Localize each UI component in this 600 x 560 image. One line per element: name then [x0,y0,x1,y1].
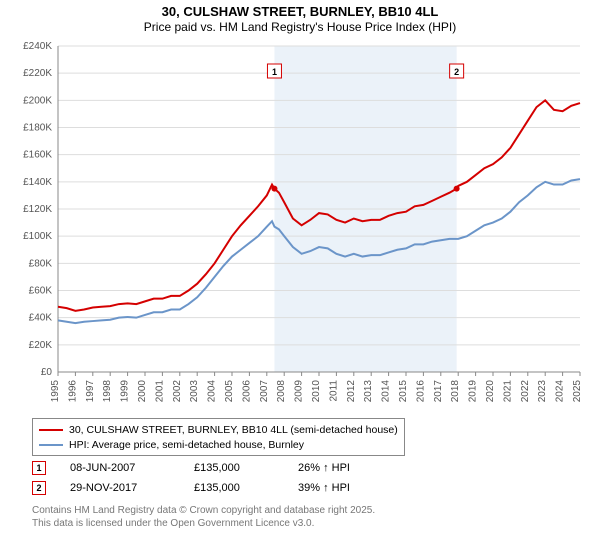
svg-text:£100K: £100K [23,231,52,242]
svg-text:2021: 2021 [502,380,513,403]
svg-text:2011: 2011 [328,380,339,402]
svg-text:2016: 2016 [415,380,426,403]
svg-text:2018: 2018 [450,380,461,403]
svg-text:2025: 2025 [572,380,583,403]
legend-item: HPI: Average price, semi-detached house,… [39,437,398,452]
legend-label: HPI: Average price, semi-detached house,… [69,439,304,451]
svg-text:1995: 1995 [50,380,61,403]
svg-text:£240K: £240K [23,42,52,52]
svg-text:1999: 1999 [120,380,131,403]
footer: Contains HM Land Registry data © Crown c… [32,504,375,530]
svg-text:£200K: £200K [23,95,52,106]
legend-item: 30, CULSHAW STREET, BURNLEY, BB10 4LL (s… [39,422,398,437]
svg-text:2010: 2010 [311,380,322,403]
svg-text:2003: 2003 [189,380,200,403]
title-block: 30, CULSHAW STREET, BURNLEY, BB10 4LL Pr… [0,0,600,34]
footer-line1: Contains HM Land Registry data © Crown c… [32,504,375,517]
svg-text:2006: 2006 [241,380,252,403]
transaction-rows: 1 08-JUN-2007 £135,000 26% ↑ HPI 2 29-NO… [32,458,418,498]
svg-text:£140K: £140K [23,177,52,188]
svg-text:2001: 2001 [154,380,165,403]
row-price: £135,000 [194,482,274,494]
svg-text:£120K: £120K [23,204,52,215]
svg-text:£20K: £20K [29,340,53,351]
svg-text:£80K: £80K [29,258,53,269]
marker-box-icon: 2 [32,481,46,495]
svg-text:£220K: £220K [23,68,52,79]
svg-text:2009: 2009 [294,380,305,403]
svg-text:2012: 2012 [346,380,357,403]
svg-text:2002: 2002 [172,380,183,403]
svg-text:2000: 2000 [137,380,148,403]
svg-text:£180K: £180K [23,123,52,134]
marker-box-icon: 1 [32,461,46,475]
svg-text:2007: 2007 [259,380,270,403]
svg-text:£160K: £160K [23,150,52,161]
row-pct: 39% ↑ HPI [298,482,418,494]
svg-text:2004: 2004 [207,380,218,403]
footer-line2: This data is licensed under the Open Gov… [32,517,375,530]
svg-text:2: 2 [454,67,459,77]
row-pct: 26% ↑ HPI [298,462,418,474]
svg-text:2020: 2020 [485,380,496,403]
title-line1: 30, CULSHAW STREET, BURNLEY, BB10 4LL [0,4,600,19]
svg-text:2015: 2015 [398,380,409,403]
svg-text:1: 1 [272,67,277,77]
transaction-row: 1 08-JUN-2007 £135,000 26% ↑ HPI [32,458,418,478]
chart-container: 30, CULSHAW STREET, BURNLEY, BB10 4LL Pr… [0,0,600,560]
svg-text:2013: 2013 [363,380,374,403]
row-date: 29-NOV-2017 [70,482,170,494]
svg-text:2022: 2022 [520,380,531,403]
legend-swatch-icon [39,429,63,431]
legend-swatch-icon [39,444,63,446]
svg-text:2023: 2023 [537,380,548,403]
svg-text:£40K: £40K [29,313,53,324]
svg-text:£60K: £60K [29,286,53,297]
title-line2: Price paid vs. HM Land Registry's House … [0,20,600,34]
row-date: 08-JUN-2007 [70,462,170,474]
svg-text:2019: 2019 [468,380,479,403]
svg-text:2024: 2024 [555,380,566,403]
svg-text:2008: 2008 [276,380,287,403]
transaction-row: 2 29-NOV-2017 £135,000 39% ↑ HPI [32,478,418,498]
row-price: £135,000 [194,462,274,474]
line-chart-svg: £0 £20K £40K £60K £80K £100K £120K £140K £160K £1… [8,42,592,412]
svg-text:2014: 2014 [381,380,392,403]
svg-text:1997: 1997 [85,380,96,403]
svg-text:2017: 2017 [433,380,444,403]
svg-text:£0: £0 [41,367,53,378]
legend: 30, CULSHAW STREET, BURNLEY, BB10 4LL (s… [32,418,405,456]
svg-text:1996: 1996 [67,380,78,403]
chart-area: £0 £20K £40K £60K £80K £100K £120K £140K £160K £1… [8,42,592,412]
svg-text:2005: 2005 [224,380,235,403]
legend-label: 30, CULSHAW STREET, BURNLEY, BB10 4LL (s… [69,424,398,436]
svg-text:1998: 1998 [102,380,113,403]
